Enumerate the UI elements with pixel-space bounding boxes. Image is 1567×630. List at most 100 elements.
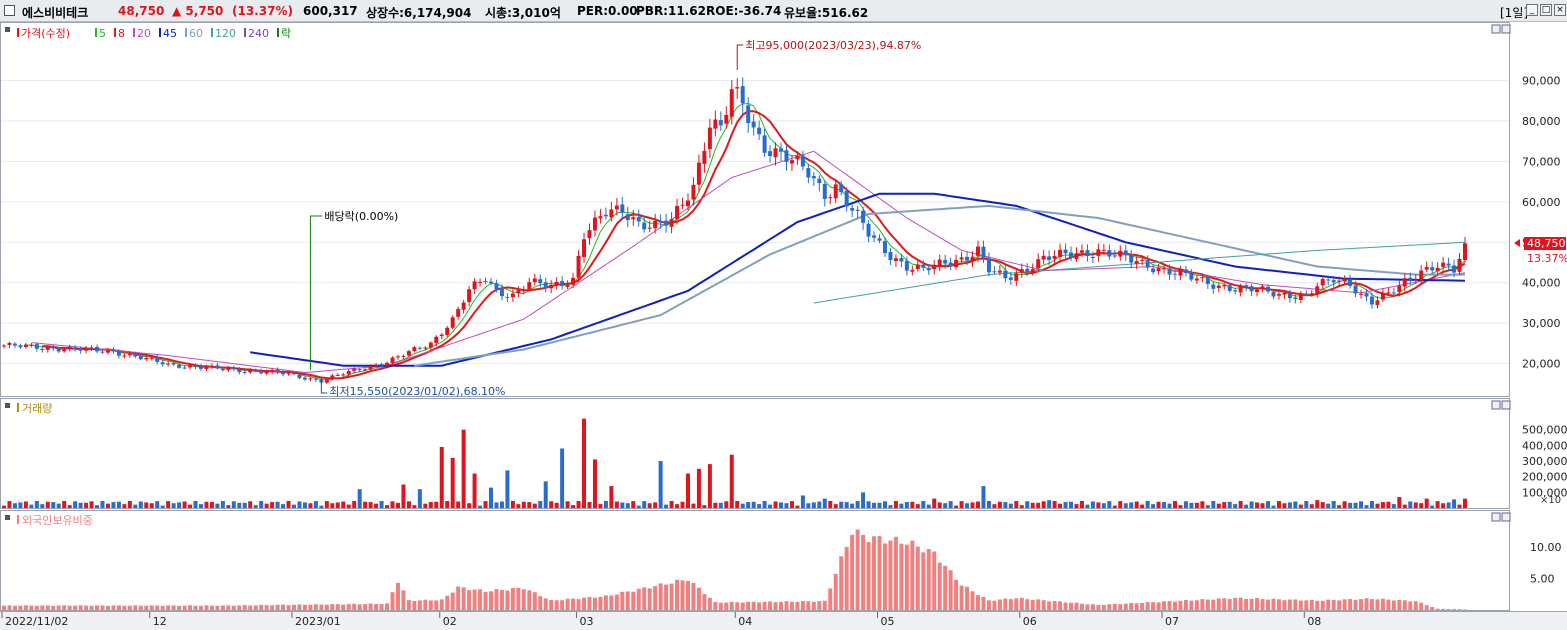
volume-bar — [1079, 500, 1084, 508]
candle-body — [861, 210, 866, 223]
candle-body — [177, 364, 182, 368]
candle-body — [45, 347, 50, 350]
candle-body — [160, 362, 165, 365]
minimize-button[interactable]: _ — [1526, 4, 1538, 16]
foreign-bar — [981, 596, 986, 610]
legend-swatch-0 — [17, 28, 19, 37]
volume-bar — [478, 505, 483, 508]
volume-bar — [795, 505, 800, 508]
candle-body — [445, 327, 450, 336]
candle-body — [1085, 250, 1090, 257]
candle-body — [592, 217, 597, 231]
volume-bar — [395, 502, 400, 508]
volume-bar — [904, 502, 909, 508]
candle-body — [981, 246, 986, 258]
volume-bar — [215, 503, 220, 508]
candlesticks[interactable] — [2, 77, 1467, 385]
volume-bar — [1003, 502, 1008, 508]
foreign-bar — [363, 604, 368, 610]
foreign-bar — [319, 604, 324, 610]
candle-body — [439, 334, 444, 337]
legend-label-0: 가격(수정) — [21, 27, 70, 40]
candle-body — [248, 370, 253, 373]
volume-bar — [2, 505, 6, 508]
volume-bar — [188, 504, 193, 508]
foreign-bar — [1036, 599, 1041, 610]
candle-body — [1129, 254, 1134, 263]
volume-bar — [23, 501, 28, 508]
candle-body — [264, 371, 269, 374]
candle-body — [56, 348, 61, 352]
volume-bar — [330, 503, 335, 508]
foreign-bar — [237, 605, 242, 610]
foreign-ratio-bars[interactable] — [2, 529, 1467, 610]
candle-body — [417, 347, 422, 349]
candle-body — [259, 370, 264, 374]
foreign-bar — [346, 604, 351, 610]
legend-label-1: 5 — [99, 27, 106, 40]
foreign-bar — [116, 605, 121, 610]
candle-body — [1178, 269, 1183, 276]
foreign-bar — [1200, 599, 1205, 610]
foreign-bar — [78, 605, 83, 610]
foreign-bar — [1172, 601, 1177, 610]
candle-body — [89, 347, 94, 349]
volume-bar — [270, 502, 275, 508]
last-price-value: 48,750 — [1527, 237, 1566, 250]
panel-buttons[interactable] — [1491, 24, 1511, 522]
candle-body — [472, 281, 477, 290]
candle-body — [735, 87, 740, 89]
stock-name[interactable]: 에스비비테크 — [22, 6, 89, 20]
foreign-bar — [505, 590, 510, 610]
candle-body — [352, 368, 357, 371]
candle-body — [1337, 280, 1342, 282]
select-checkbox[interactable] — [4, 5, 15, 16]
volume-bar — [1326, 503, 1331, 508]
candle-body — [779, 148, 784, 152]
volume-bar — [1293, 501, 1298, 508]
ma60-line — [414, 204, 1465, 367]
candle-body — [696, 162, 701, 185]
volume-bar — [1408, 501, 1413, 508]
foreign-bar — [248, 605, 253, 610]
volume-bar — [592, 459, 597, 508]
candle-body — [198, 366, 203, 369]
volume-bar — [292, 504, 297, 508]
volume-bar — [434, 501, 439, 508]
foreign-bar — [1391, 600, 1396, 610]
candle-body — [560, 281, 565, 286]
legend-label-3: 20 — [137, 27, 151, 40]
last-price-marker: 48,750 13.37% — [1514, 237, 1567, 265]
candle-body — [1216, 285, 1221, 288]
candle-body — [527, 282, 532, 290]
foreign-bar — [1424, 605, 1429, 610]
candle-body — [954, 259, 959, 268]
volume-bar — [1402, 504, 1407, 508]
volume-bar — [1309, 504, 1314, 508]
candle-body — [1276, 293, 1281, 296]
foreign-bar — [806, 601, 811, 610]
foreign-bar — [1255, 598, 1260, 610]
foreign-bar — [729, 601, 734, 610]
volume-bars[interactable] — [2, 418, 1467, 508]
foreign-tick-1: 10.00 — [1530, 541, 1562, 554]
candle-body — [1424, 266, 1429, 270]
period-selector[interactable]: [1일] — [1500, 6, 1529, 20]
volume-bar — [680, 501, 685, 508]
candle-body — [1391, 292, 1396, 294]
foreign-bar — [144, 605, 149, 610]
candle-body — [937, 259, 942, 266]
legend-swatch-7 — [244, 28, 246, 37]
restore-button[interactable]: □ — [1540, 4, 1552, 16]
candle-body — [1348, 279, 1353, 286]
volume-bar — [1112, 505, 1117, 508]
volume-bar — [379, 501, 384, 508]
close-button[interactable]: × — [1554, 4, 1566, 16]
candle-body — [95, 346, 100, 352]
volume-bar — [1123, 503, 1128, 508]
volume-bar — [636, 505, 641, 508]
volume-bar — [248, 501, 253, 508]
roe-value: ROE:-36.74 — [706, 4, 782, 18]
volume-bar — [773, 501, 778, 508]
